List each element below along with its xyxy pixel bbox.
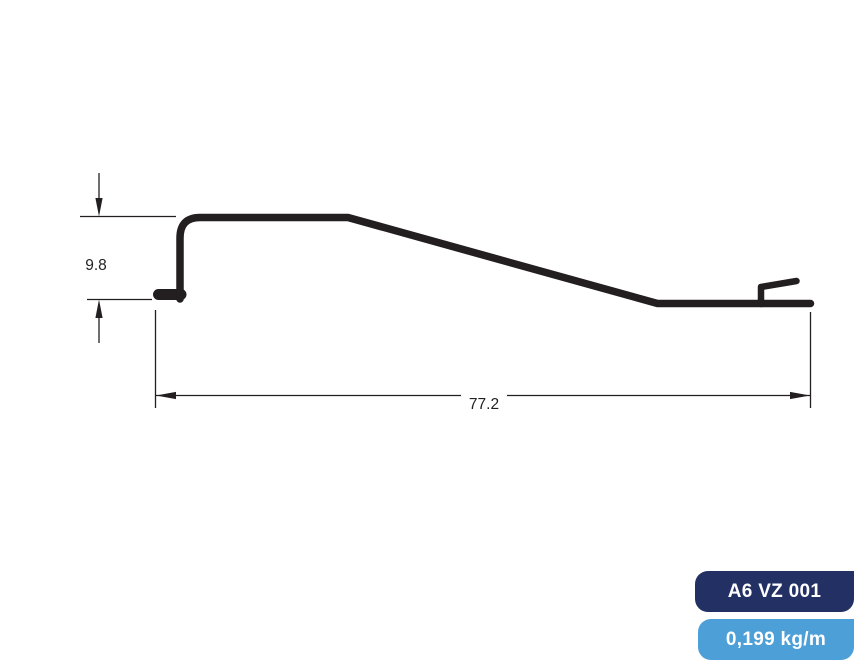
- profile-code-badge: A6 VZ 001: [695, 571, 854, 612]
- arrowhead-up-icon: [95, 299, 103, 318]
- arrowhead-left-icon: [156, 391, 176, 400]
- weight-label: 0,199 kg/m: [725, 628, 827, 650]
- arrowhead-right-icon: [790, 391, 810, 400]
- weight-badge: 0,199 kg/m: [698, 619, 854, 660]
- profile-outline-path: [176, 213, 815, 308]
- profile-hook-path: [757, 277, 800, 308]
- dim-width-label: 77.2: [469, 396, 499, 413]
- dim-height-label: 9.8: [85, 257, 107, 274]
- profile-code-label: A6 VZ 001: [727, 580, 822, 602]
- arrowhead-down-icon: [95, 198, 103, 217]
